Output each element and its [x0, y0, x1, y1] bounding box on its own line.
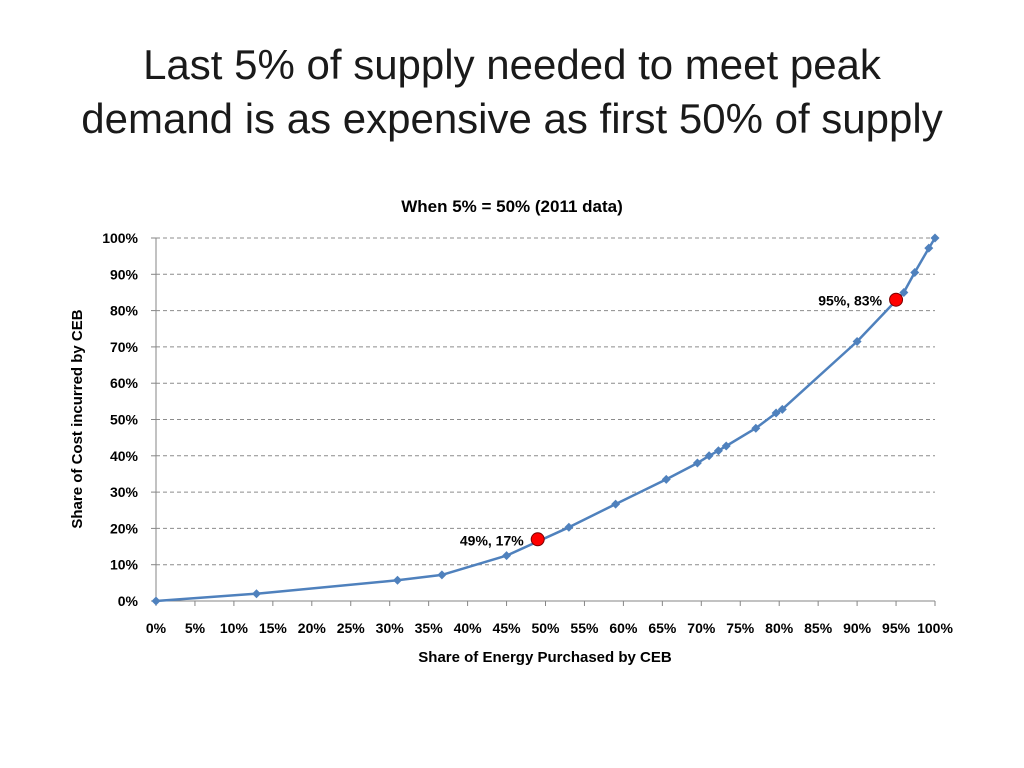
slide-title: Last 5% of supply needed to meet peak de…	[0, 38, 1024, 146]
x-tick-label: 55%	[570, 620, 599, 636]
highlight-points: 49%, 17% 95%, 83%	[460, 292, 904, 548]
y-tick-label: 50%	[110, 412, 139, 428]
data-point	[704, 451, 714, 461]
data-point	[751, 423, 761, 433]
x-tick-label: 10%	[220, 620, 249, 636]
y-tick-label: 100%	[102, 230, 138, 246]
x-tick-label: 35%	[415, 620, 444, 636]
x-tick-label: 90%	[843, 620, 872, 636]
x-tick-label: 5%	[185, 620, 206, 636]
x-tick-label: 50%	[531, 620, 560, 636]
x-tick-label: 65%	[648, 620, 677, 636]
x-axis-label: Share of Energy Purchased by CEB	[418, 649, 672, 666]
highlight-point	[889, 292, 904, 307]
data-point	[713, 446, 723, 456]
data-point	[251, 589, 261, 599]
x-tick-label: 60%	[609, 620, 638, 636]
data-point	[564, 522, 574, 532]
data-point	[910, 267, 920, 277]
data-label: 95%, 83%	[818, 293, 882, 309]
x-tick-label: 15%	[259, 620, 288, 636]
x-tick-label: 95%	[882, 620, 911, 636]
y-tick-labels: 0% 10% 20% 30% 40% 50% 60% 70% 80% 90% 100%	[102, 230, 138, 609]
data-label: 49%, 17%	[460, 532, 524, 548]
y-axis-label: Share of Cost incurred by CEB	[69, 309, 86, 528]
x-tick-label: 70%	[687, 620, 716, 636]
slide-title-line-1: Last 5% of supply needed to meet peak	[143, 41, 881, 88]
chart-title: When 5% = 50% (2011 data)	[401, 197, 623, 216]
x-tick-label: 0%	[146, 620, 167, 636]
y-tick-label: 30%	[110, 484, 139, 500]
data-point	[502, 551, 512, 561]
data-point	[899, 287, 909, 297]
data-point	[392, 575, 402, 585]
x-tick-label: 75%	[726, 620, 755, 636]
y-tick-label: 60%	[110, 375, 139, 391]
gridlines	[156, 237, 935, 566]
data-point	[852, 336, 862, 346]
data-point	[437, 570, 447, 580]
data-point	[721, 441, 731, 451]
data-point	[777, 404, 787, 414]
y-tick-label: 90%	[110, 266, 139, 282]
x-tick-label: 30%	[376, 620, 405, 636]
highlight-point	[530, 532, 545, 547]
x-tick-label: 40%	[454, 620, 483, 636]
x-tick-labels: 0% 5% 10% 15% 20% 25% 30% 35% 40% 45% 50% 55% 60% 65%…	[146, 620, 954, 636]
data-point	[930, 233, 940, 243]
slide-title-line-2: demand is as expensive as first 50% of s…	[81, 95, 943, 142]
x-tick-label: 100%	[917, 620, 953, 636]
x-tick-label: 85%	[804, 620, 833, 636]
data-point	[692, 458, 702, 468]
x-tick-label: 45%	[493, 620, 522, 636]
data-point	[611, 499, 621, 509]
y-tick-label: 20%	[110, 520, 139, 536]
x-tick-label: 80%	[765, 620, 794, 636]
data-point	[771, 408, 781, 418]
y-tick-label: 10%	[110, 557, 139, 573]
y-tick-label: 0%	[118, 593, 139, 609]
data-point	[151, 596, 161, 606]
y-tick-label: 70%	[110, 339, 139, 355]
x-tick-label: 25%	[337, 620, 366, 636]
y-tick-label: 40%	[110, 448, 139, 464]
y-tick-label: 80%	[110, 303, 139, 319]
x-tick-label: 20%	[298, 620, 327, 636]
data-point	[924, 243, 934, 253]
data-point	[661, 474, 671, 484]
